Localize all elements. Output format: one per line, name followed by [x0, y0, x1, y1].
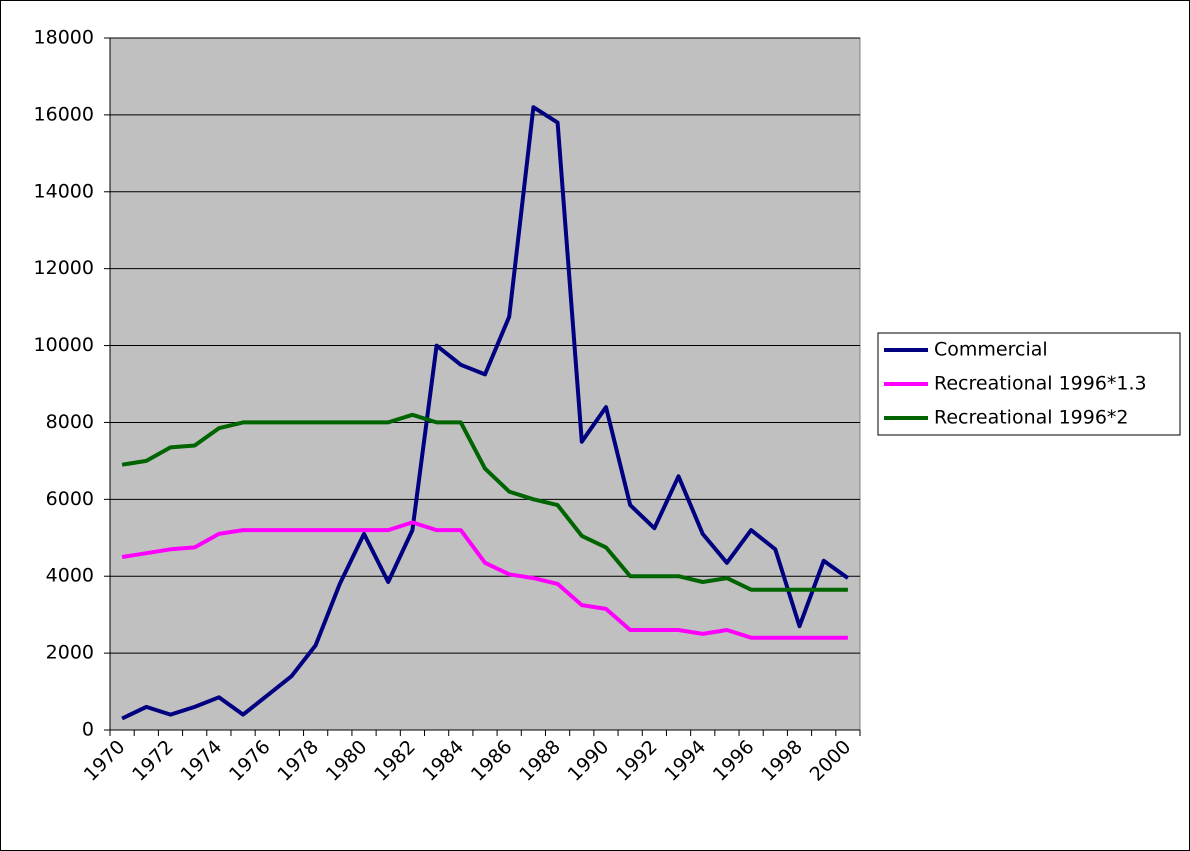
series-line	[121, 520, 848, 640]
y-tick-label: 4000	[46, 565, 94, 587]
series-line	[121, 105, 850, 721]
legend-label: Recreational 1996*2	[934, 407, 1129, 429]
y-tick-label: 6000	[46, 488, 94, 510]
y-tick-label: 18000	[34, 27, 94, 49]
y-tick-label: 16000	[34, 103, 94, 125]
legend-label: Recreational 1996*1.3	[934, 373, 1147, 395]
plot-area	[109, 37, 861, 731]
y-tick-label: 0	[82, 719, 94, 741]
y-tick-label: 10000	[34, 334, 94, 356]
y-tick-label: 14000	[34, 180, 94, 202]
legend-label: Commercial	[934, 339, 1048, 361]
y-tick-label: 12000	[34, 257, 94, 279]
y-tick-label: 8000	[46, 411, 94, 433]
y-tick-label: 2000	[46, 642, 94, 664]
legend-box	[877, 332, 1181, 436]
series-line	[121, 412, 848, 592]
